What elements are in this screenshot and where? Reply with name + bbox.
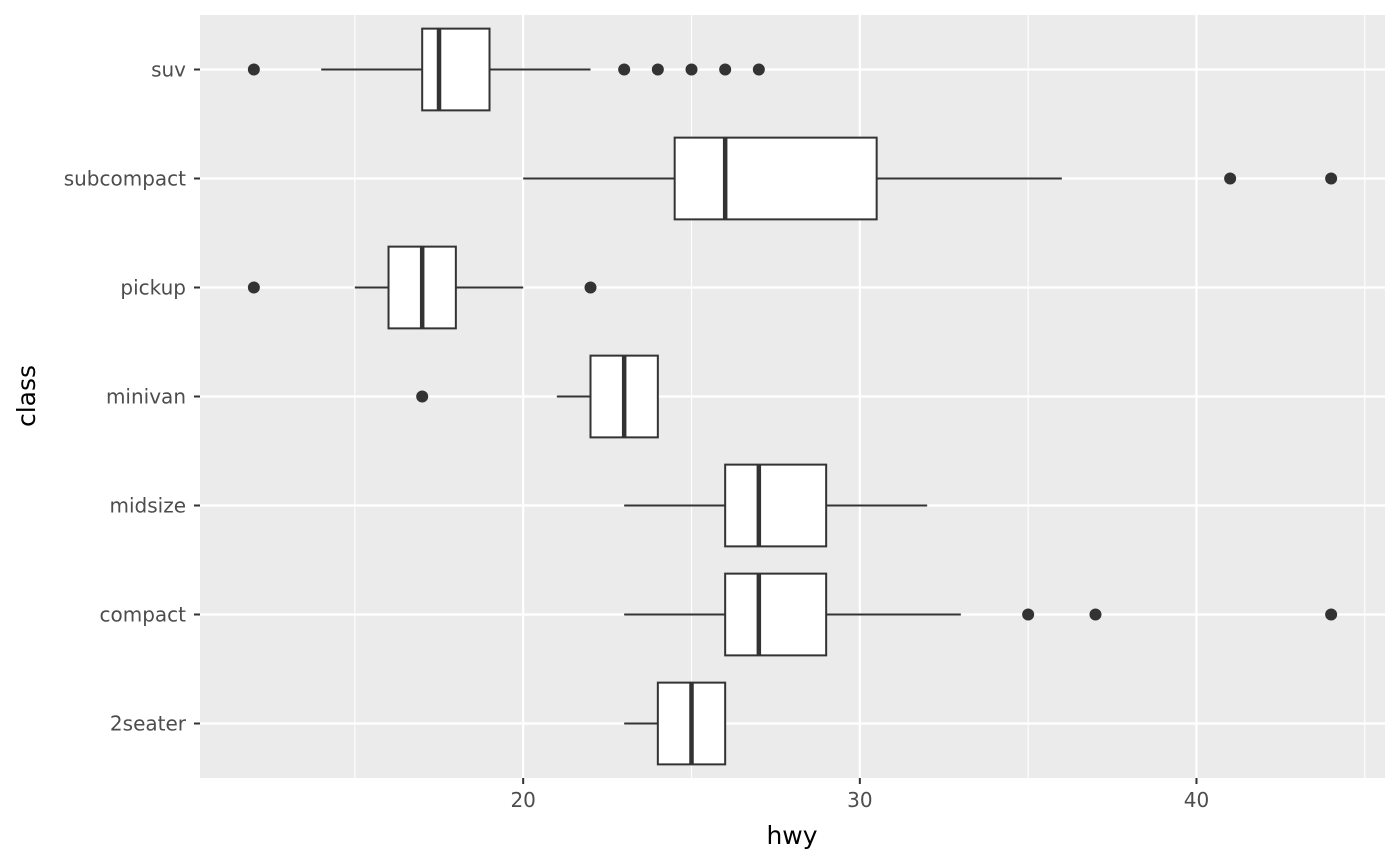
x-axis: 20 30 40: [510, 778, 1209, 812]
y-axis-title: class: [12, 365, 41, 427]
box-iqr: [673, 136, 878, 221]
box-2seater: [624, 681, 727, 766]
box-minivan: [416, 354, 659, 439]
x-tick-label: 20: [510, 788, 535, 812]
y-tick-label: pickup: [120, 276, 186, 300]
y-tick-label: midsize: [109, 494, 186, 518]
outlier-point: [584, 281, 597, 294]
x-axis-title: hwy: [766, 821, 817, 850]
outlier-point: [247, 63, 260, 76]
outlier-point: [1089, 608, 1102, 621]
boxes: [247, 27, 1338, 766]
box-subcompact: [523, 136, 1338, 221]
box-pickup: [247, 245, 597, 330]
box-midsize: [624, 463, 928, 548]
y-tick-label: compact: [99, 603, 186, 627]
x-tick-label: 30: [847, 788, 872, 812]
outlier-point: [1325, 608, 1338, 621]
y-tick-label: subcompact: [64, 167, 186, 191]
box-compact: [624, 572, 1338, 657]
outlier-point: [247, 281, 260, 294]
y-tick-label: minivan: [106, 385, 186, 409]
outlier-point: [618, 63, 631, 76]
box-iqr: [421, 27, 491, 112]
outlier-point: [1022, 608, 1035, 621]
outlier-point: [651, 63, 664, 76]
outlier-point: [719, 63, 732, 76]
outlier-point: [416, 390, 429, 403]
y-axis: 2seater compact midsize minivan pickup subcom…: [64, 58, 200, 736]
box-iqr: [724, 572, 828, 657]
outlier-point: [752, 63, 765, 76]
y-tick-label: 2seater: [110, 712, 187, 736]
outlier-point: [685, 63, 698, 76]
y-tick-label: suv: [151, 58, 186, 82]
box-suv: [247, 27, 765, 112]
outlier-point: [1325, 172, 1338, 185]
box-iqr: [724, 463, 828, 548]
x-tick-label: 40: [1184, 788, 1209, 812]
outlier-point: [1224, 172, 1237, 185]
